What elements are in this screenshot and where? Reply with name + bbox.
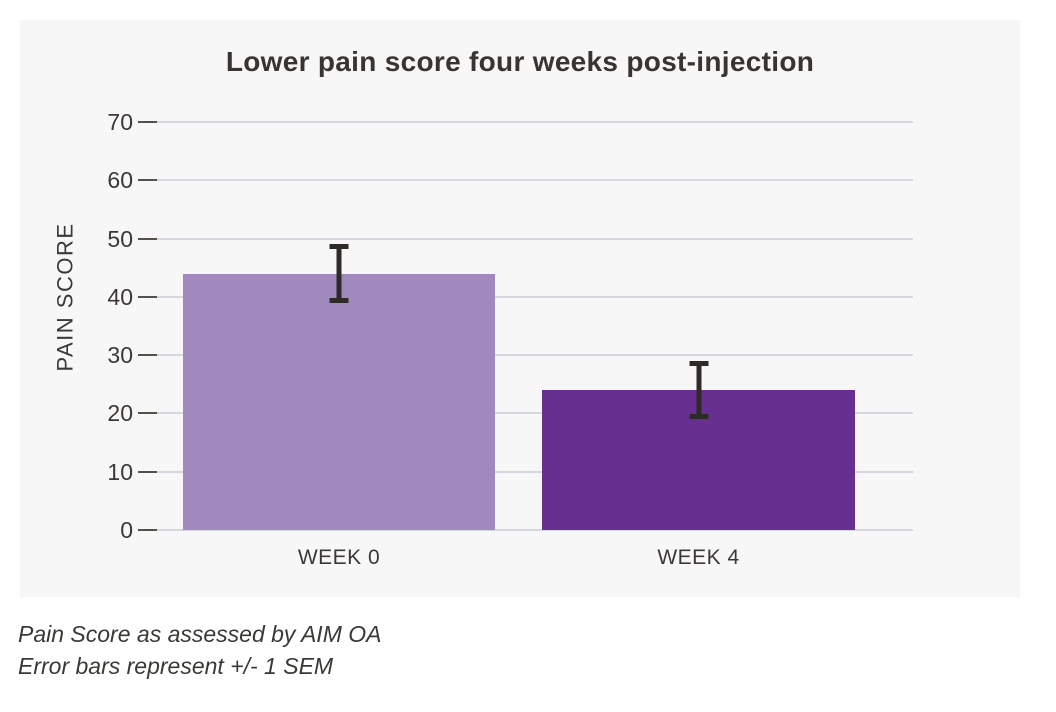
error-bar-cap-bottom	[689, 414, 708, 420]
error-bar-week-0	[329, 244, 349, 303]
y-tick-mark-0	[138, 529, 157, 531]
y-tick-mark-40	[138, 295, 157, 298]
error-bar-cap-top	[329, 244, 349, 250]
plot-area	[143, 121, 913, 531]
gridline-y-40	[143, 295, 913, 298]
footnote-line-1: Pain Score as assessed by AIM OA	[18, 621, 382, 647]
bar-week-0	[183, 273, 495, 530]
y-tick-mark-50	[138, 237, 157, 240]
y-tick-label-70: 70	[107, 109, 133, 135]
y-tick-label-20: 20	[107, 400, 133, 427]
x-label-week-4: WEEK 4	[657, 546, 740, 569]
y-tick-label-50: 50	[107, 225, 133, 252]
y-tick-mark-10	[138, 470, 157, 473]
footnotes: Pain Score as assessed by AIM OA Error b…	[18, 618, 381, 682]
y-tick-label-30: 30	[107, 342, 133, 369]
chart-title: Lower pain score four weeks post-injecti…	[225, 46, 815, 77]
gridline-y-10	[143, 470, 913, 473]
error-bar-stem	[336, 244, 342, 303]
footnote-line-2: Error bars represent +/- 1 SEM	[18, 653, 334, 679]
gridline-y-60	[143, 179, 913, 182]
y-tick-mark-20	[138, 412, 157, 415]
y-tick-label-10: 10	[107, 458, 133, 485]
y-tick-label-60: 60	[107, 167, 133, 194]
y-tick-mark-60	[138, 179, 157, 182]
error-bar-cap-top	[689, 360, 708, 366]
gridline-y-20	[143, 412, 913, 415]
error-bar-week-4	[689, 360, 709, 420]
y-tick-mark-30	[138, 354, 157, 357]
y-tick-mark-70	[138, 121, 157, 123]
gridline-y-0	[143, 529, 913, 531]
error-bar-cap-bottom	[329, 297, 349, 303]
error-bar-stem	[696, 360, 701, 420]
x-label-week-0: WEEK 0	[297, 546, 381, 569]
gridline-y-50	[143, 237, 913, 240]
y-tick-label-0: 0	[120, 517, 133, 543]
y-tick-label-40: 40	[107, 283, 133, 310]
gridline-y-30	[143, 354, 913, 357]
gridline-y-70	[143, 121, 913, 123]
